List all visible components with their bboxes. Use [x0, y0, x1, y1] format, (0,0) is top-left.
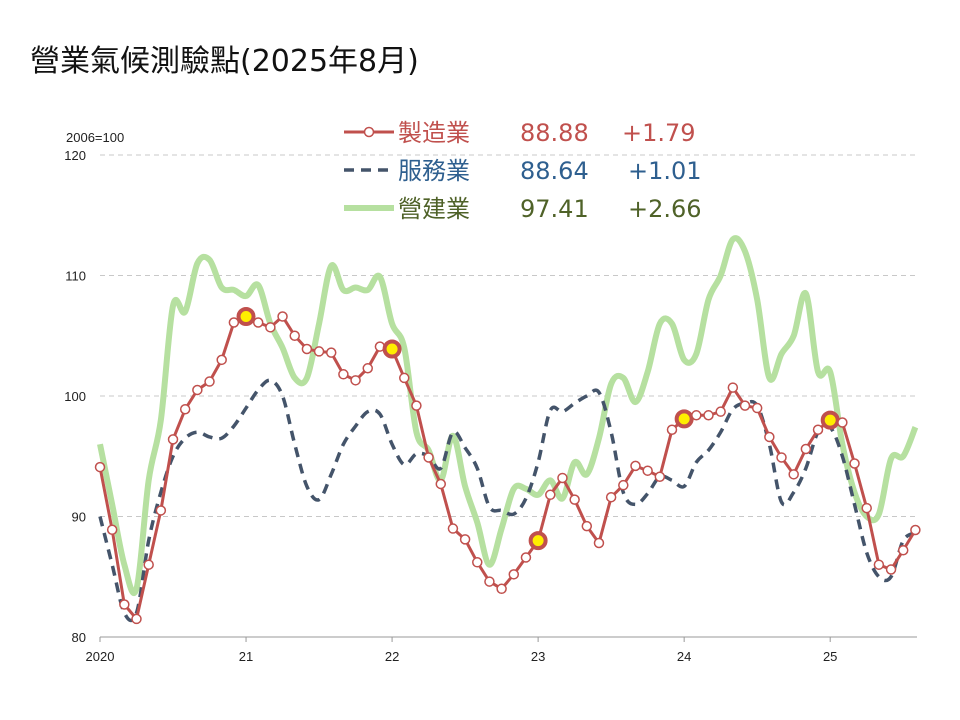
data-point	[435, 478, 447, 490]
data-point	[216, 354, 227, 366]
data-point	[605, 491, 617, 503]
data-point	[228, 317, 240, 328]
highlight-point	[236, 306, 256, 326]
data-point	[350, 375, 361, 386]
highlight-point	[820, 410, 840, 430]
legend-marker	[363, 126, 375, 138]
highlight-point	[674, 409, 694, 429]
legend-latest-value: 88.64	[520, 157, 589, 185]
data-point	[545, 489, 556, 501]
data-point	[751, 402, 763, 414]
data-point	[313, 346, 325, 357]
x-tick-label: 24	[677, 649, 691, 664]
data-point	[593, 537, 605, 549]
data-point	[484, 576, 495, 587]
legend-name: 製造業	[398, 119, 470, 147]
series-line-services	[98, 378, 917, 623]
data-point	[119, 599, 130, 610]
data-point	[910, 524, 921, 536]
data-point	[325, 347, 337, 358]
data-point	[800, 443, 812, 455]
data-point	[654, 471, 666, 482]
data-point	[739, 400, 751, 411]
data-point	[338, 369, 349, 380]
x-tick-label: 2020	[86, 649, 115, 664]
legend-latest-value: 97.41	[520, 195, 589, 223]
data-point	[788, 469, 799, 480]
data-point	[204, 376, 215, 387]
legend-change: +1.79	[622, 119, 696, 147]
legend-change: +2.66	[628, 195, 702, 223]
data-point	[167, 434, 179, 445]
chart-title: 營業氣候測驗點(2025年8月)	[30, 44, 419, 79]
data-point	[289, 330, 300, 341]
x-tick-label: 21	[239, 649, 253, 664]
x-tick-label: 25	[823, 649, 837, 664]
data-point	[362, 363, 373, 374]
data-point	[812, 424, 824, 435]
data-point	[715, 406, 726, 417]
y-tick-label: 100	[64, 389, 86, 404]
data-point	[447, 523, 459, 534]
data-point	[508, 569, 520, 580]
data-point	[837, 417, 848, 428]
data-point	[691, 410, 702, 421]
data-point	[727, 382, 739, 393]
data-point	[776, 452, 787, 463]
series-line-construction	[97, 235, 919, 596]
data-point	[94, 461, 106, 473]
data-point	[423, 452, 434, 463]
x-tick-label: 22	[385, 649, 399, 664]
data-point	[630, 460, 641, 472]
data-point	[581, 520, 593, 532]
data-point	[252, 317, 264, 328]
data-point	[265, 322, 276, 333]
data-point	[897, 544, 909, 556]
data-point	[703, 410, 714, 421]
data-point	[301, 343, 313, 355]
data-point	[179, 404, 191, 415]
data-point	[472, 557, 483, 568]
legend-latest-value: 88.88	[520, 119, 589, 147]
data-point	[106, 524, 118, 536]
data-point	[569, 494, 580, 505]
data-point	[642, 465, 653, 476]
y-tick-label: 120	[64, 148, 86, 163]
y-tick-label: 80	[72, 630, 86, 645]
data-point	[520, 552, 532, 563]
data-point	[861, 502, 872, 514]
data-point	[764, 431, 775, 443]
legend-name: 營建業	[398, 195, 470, 223]
data-point	[277, 311, 288, 322]
data-point	[192, 384, 203, 396]
x-tick-label: 23	[531, 649, 545, 664]
y-tick-label: 90	[72, 510, 86, 525]
data-point	[143, 559, 154, 570]
data-point	[411, 400, 422, 411]
data-point	[399, 372, 410, 384]
data-point	[155, 505, 167, 516]
data-point	[873, 559, 885, 570]
legend-name: 服務業	[398, 157, 470, 185]
data-point	[849, 458, 860, 469]
highlight-point	[382, 339, 402, 359]
data-point	[131, 613, 142, 625]
data-point	[885, 564, 897, 575]
data-point	[618, 479, 629, 491]
y-axis-label: 2006=100	[66, 130, 124, 145]
y-tick-label: 110	[65, 269, 86, 284]
highlight-point	[528, 531, 548, 551]
data-point	[459, 534, 471, 545]
data-point	[496, 583, 507, 595]
data-point	[557, 472, 568, 484]
data-point	[666, 424, 678, 435]
legend-change: +1.01	[628, 157, 702, 185]
